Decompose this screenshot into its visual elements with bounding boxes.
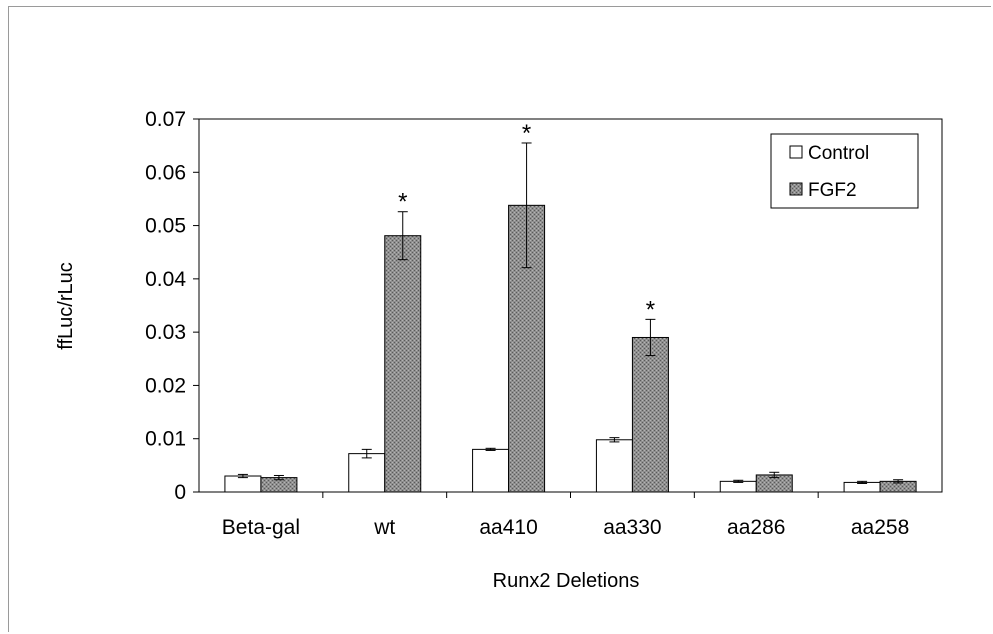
y-tick-label: 0.06 xyxy=(145,161,186,184)
y-tick-label: 0.01 xyxy=(145,428,186,451)
error-bars xyxy=(237,142,904,484)
y-tick-label: 0.02 xyxy=(145,374,186,397)
y-tick-label: 0.07 xyxy=(145,108,186,131)
bar-control-aa286 xyxy=(719,480,757,493)
legend: Control FGF2 xyxy=(770,133,919,209)
y-tick-label: 0.05 xyxy=(145,215,186,238)
significance-star: * xyxy=(398,189,407,216)
bar-fgf2-aa330 xyxy=(631,336,669,493)
chart-frame xyxy=(8,6,991,632)
legend-swatch-control xyxy=(789,145,803,159)
bar-control-aa330 xyxy=(595,439,633,493)
y-axis: 0 0.01 0.02 0.03 0.04 0.05 0.06 0.07 xyxy=(145,108,199,504)
y-tick-label: 0 xyxy=(174,481,186,504)
significance-star: * xyxy=(522,120,531,147)
significance-annotations: * * * xyxy=(398,120,655,323)
significance-star: * xyxy=(646,296,655,323)
legend-label-control: Control xyxy=(808,143,869,164)
x-tick-label: Beta-gal xyxy=(222,516,300,539)
x-tick-label: aa330 xyxy=(603,516,661,539)
x-tick-label: aa286 xyxy=(727,516,785,539)
bar-control-beta-gal xyxy=(224,475,262,493)
y-tick-label: 0.03 xyxy=(145,321,186,344)
x-axis: Beta-gal wt aa410 aa330 aa286 aa258 xyxy=(222,492,909,539)
x-tick-label: wt xyxy=(373,516,395,539)
legend-label-fgf2: FGF2 xyxy=(808,180,857,201)
bar-fgf2-wt xyxy=(384,235,422,493)
x-axis-title: Runx2 Deletions xyxy=(493,570,640,592)
legend-swatch-fgf2 xyxy=(789,182,803,196)
bar-control-aa410 xyxy=(472,448,510,493)
y-tick-label: 0.04 xyxy=(145,268,186,291)
x-tick-label: aa258 xyxy=(851,516,909,539)
bar-control-wt xyxy=(348,453,386,493)
x-tick-label: aa410 xyxy=(479,516,537,539)
y-axis-title: ffLuc/rLuc xyxy=(55,262,77,349)
